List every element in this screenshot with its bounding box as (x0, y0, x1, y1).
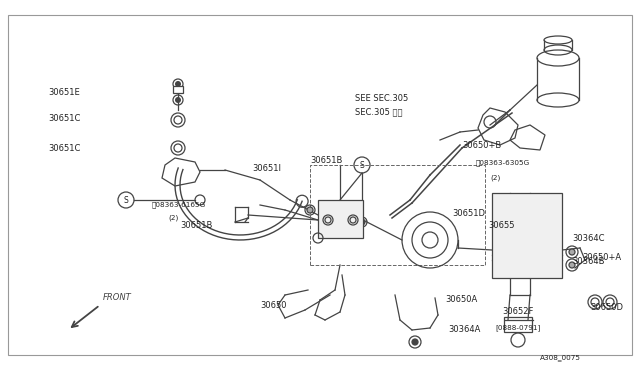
Text: SEE SEC.305: SEE SEC.305 (355, 93, 408, 103)
Text: (2): (2) (490, 175, 500, 181)
Circle shape (412, 339, 418, 345)
Text: A308‗0075: A308‗0075 (540, 355, 581, 361)
Bar (318, 200, 363, 238)
Text: 30652F: 30652F (502, 308, 533, 317)
Text: 30651B: 30651B (310, 155, 342, 164)
Text: 30651I: 30651I (252, 164, 281, 173)
Text: 30651E: 30651E (48, 87, 80, 96)
Text: SEC.305 参図: SEC.305 参図 (355, 108, 403, 116)
Bar (310, 165, 485, 265)
Text: FRONT: FRONT (103, 293, 132, 302)
Text: 〈08363-6305G: 〈08363-6305G (476, 160, 531, 166)
Text: 30650+A: 30650+A (582, 253, 621, 263)
Text: [0888-0791]: [0888-0791] (495, 325, 540, 331)
Text: 30364A: 30364A (448, 326, 481, 334)
Text: 30364B: 30364B (572, 257, 605, 266)
Text: 30650+B: 30650+B (462, 141, 501, 150)
Bar (492, 193, 562, 278)
Text: 30650: 30650 (260, 301, 287, 310)
Circle shape (569, 249, 575, 255)
Circle shape (359, 219, 365, 225)
Text: 30651C: 30651C (48, 113, 81, 122)
Text: 30655: 30655 (488, 221, 515, 230)
Circle shape (175, 81, 181, 87)
Text: S: S (124, 196, 129, 205)
Circle shape (175, 97, 181, 103)
Text: 30650D: 30650D (590, 304, 623, 312)
Text: 〈08363-6165G: 〈08363-6165G (152, 202, 206, 208)
Text: 30364C: 30364C (572, 234, 605, 243)
Bar (504, 317, 532, 332)
Text: (2): (2) (168, 215, 179, 221)
Circle shape (569, 262, 575, 268)
Text: 30651B: 30651B (180, 221, 212, 230)
Text: 30650A: 30650A (445, 295, 477, 305)
Text: 30651D: 30651D (452, 208, 485, 218)
Text: S: S (360, 160, 364, 170)
Text: 30651C: 30651C (48, 144, 81, 153)
Bar (173, 86, 183, 93)
Circle shape (307, 207, 313, 213)
